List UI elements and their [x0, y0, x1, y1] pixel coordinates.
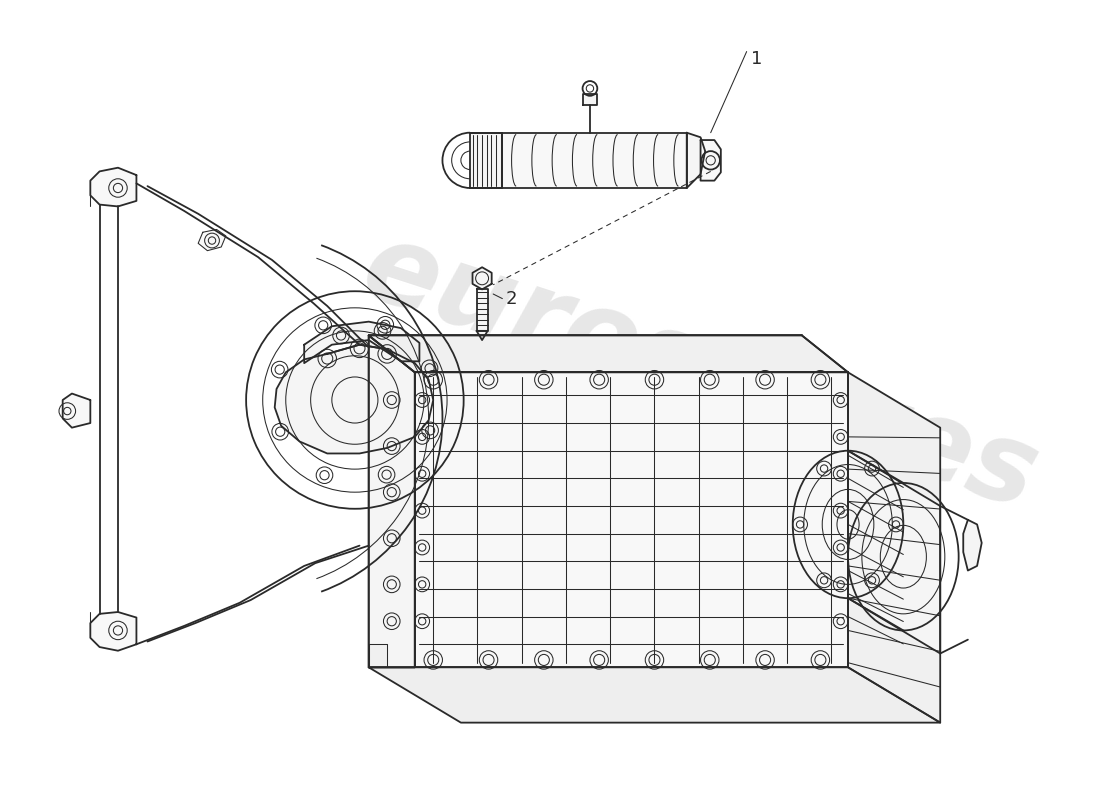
Polygon shape	[686, 133, 705, 188]
Text: 1: 1	[751, 50, 762, 68]
Polygon shape	[503, 133, 686, 188]
Polygon shape	[63, 394, 90, 428]
Polygon shape	[415, 372, 848, 667]
Polygon shape	[368, 335, 415, 667]
Polygon shape	[368, 335, 415, 667]
Text: 2: 2	[505, 290, 517, 308]
Polygon shape	[701, 140, 721, 181]
Polygon shape	[275, 345, 433, 454]
Polygon shape	[473, 267, 492, 290]
Polygon shape	[90, 168, 136, 206]
Polygon shape	[368, 335, 848, 372]
Polygon shape	[583, 94, 597, 105]
Polygon shape	[476, 331, 487, 340]
Polygon shape	[848, 372, 940, 722]
Polygon shape	[368, 667, 940, 722]
Polygon shape	[90, 612, 136, 650]
Polygon shape	[305, 322, 419, 363]
Polygon shape	[368, 644, 387, 667]
Text: a passion for parts since 1985: a passion for parts since 1985	[472, 398, 818, 531]
Polygon shape	[198, 230, 226, 250]
Polygon shape	[470, 133, 503, 188]
Polygon shape	[848, 450, 940, 654]
Text: eurospares: eurospares	[350, 213, 1052, 532]
Polygon shape	[476, 290, 487, 331]
Polygon shape	[964, 520, 981, 570]
